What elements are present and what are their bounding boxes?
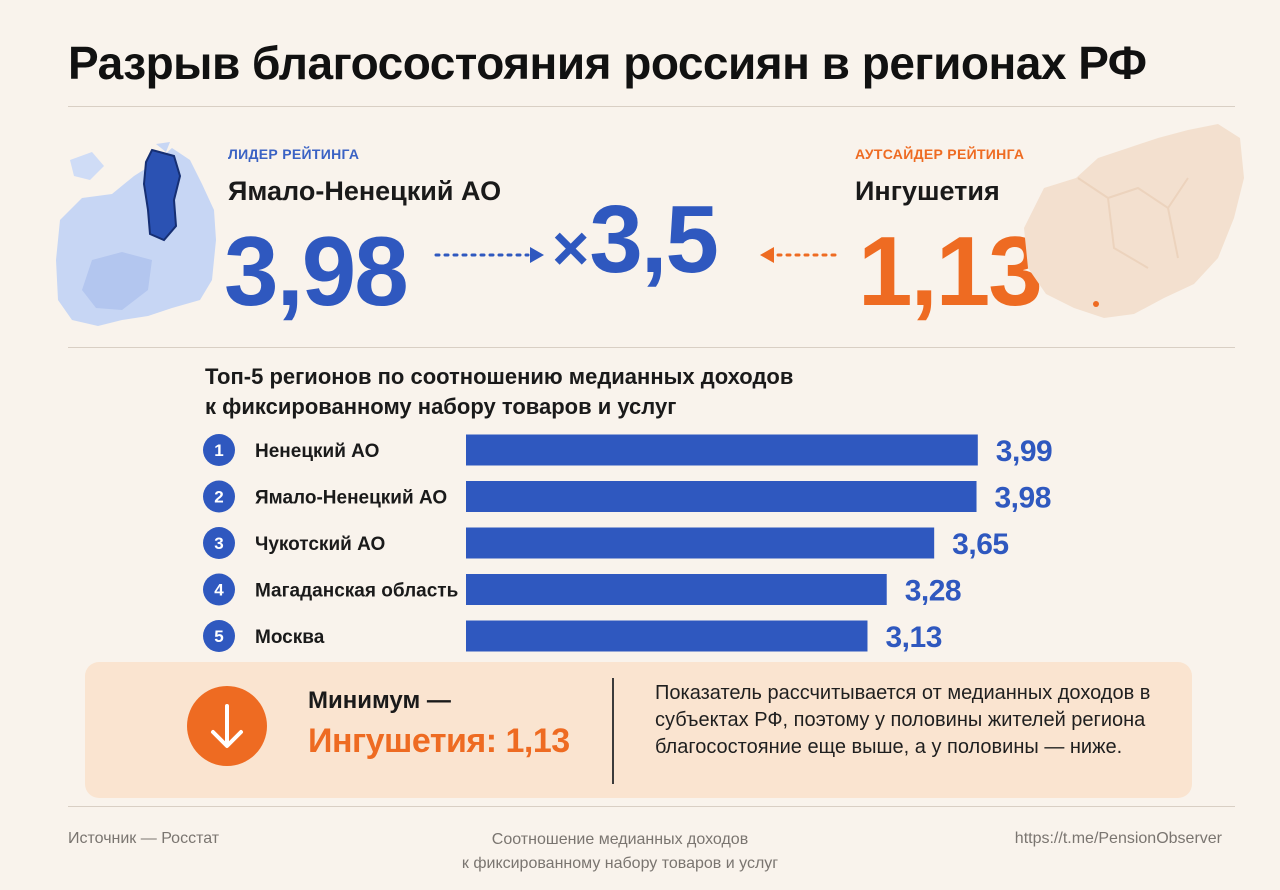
rank-badge	[203, 434, 235, 466]
top5-bar-chart: 1 Ненецкий АО 3,99 2 Ямало-Ненецкий АО 3,98 3 Ч…	[203, 434, 1053, 654]
value-label: 3,99	[996, 435, 1052, 468]
russia-map-leader-icon	[56, 142, 216, 326]
rank-number: 1	[214, 441, 223, 460]
category-label: Ямало-Ненецкий АО	[255, 488, 447, 509]
outsider-tag: АУТСАЙДЕР РЕЙТИНГА	[855, 146, 1025, 162]
bar	[466, 527, 935, 559]
section-divider	[68, 347, 1235, 348]
bar	[466, 481, 977, 512]
category-label: Магаданская область	[255, 581, 458, 602]
category-label: Ненецкий АО	[255, 441, 379, 462]
value-label: 3,28	[905, 575, 961, 608]
leader-region-name: Ямало-Ненецкий АО	[228, 176, 502, 206]
chart-title: Топ-5 регионов по соотношению медианных …	[205, 362, 793, 422]
outsider-value: 1,13	[858, 216, 1043, 326]
arrow-down-icon	[187, 686, 267, 766]
source-label: Источник — Росстат	[68, 830, 220, 847]
info-box	[85, 662, 1192, 798]
leader-tag: ЛИДЕР РЕЙТИНГА	[228, 146, 360, 162]
value-label: 3,98	[995, 482, 1051, 515]
page-title: Разрыв благосостояния россиян в регионах…	[68, 37, 1147, 89]
value-label: 3,65	[952, 528, 1008, 561]
header-divider	[68, 106, 1235, 107]
value-label: 3,13	[885, 621, 941, 654]
dotted-arrow-left-icon	[760, 247, 842, 263]
russia-map-outsider-icon	[1024, 124, 1244, 318]
footer-caption: Соотношение медианных доходов к фиксиров…	[390, 828, 850, 876]
rank-badge	[203, 620, 235, 652]
footer-caption-line-1: Соотношение медианных доходов	[491, 831, 749, 848]
category-label: Москва	[255, 627, 325, 648]
rank-number: 4	[214, 581, 224, 600]
rank-badge	[203, 527, 235, 559]
ratio: ×3,5	[552, 192, 719, 288]
chart-title-line-1: Топ-5 регионов по соотношению медианных …	[205, 364, 794, 389]
rank-badge	[203, 573, 235, 606]
bar	[466, 574, 887, 605]
rank-number: 5	[214, 627, 223, 646]
telegram-link[interactable]: https://t.me/PensionObserver	[1014, 830, 1222, 847]
leader-value: 3,98	[224, 216, 409, 326]
minimum-value: Ингушетия: 1,13	[308, 722, 570, 760]
dotted-arrow-right-icon	[434, 247, 544, 263]
info-divider	[612, 678, 614, 784]
outsider-region-name: Ингушетия	[855, 176, 1000, 206]
multiply-icon: ×	[552, 212, 590, 284]
category-label: Чукотский АО	[255, 534, 385, 555]
methodology-note: Показатель рассчитывается от медианных д…	[655, 682, 1151, 758]
rank-number: 2	[214, 488, 223, 507]
bar	[466, 620, 868, 652]
ratio-value: 3,5	[589, 186, 718, 293]
footer-caption-line-2: к фиксированному набору товаров и услуг	[461, 855, 779, 872]
rank-number: 3	[214, 534, 223, 553]
chart-title-line-2: к фиксированному набору товаров и услуг	[205, 394, 677, 419]
rank-badge	[203, 480, 235, 513]
bar	[466, 434, 978, 466]
minimum-label: Минимум —	[308, 687, 451, 714]
footer-divider	[68, 806, 1235, 807]
